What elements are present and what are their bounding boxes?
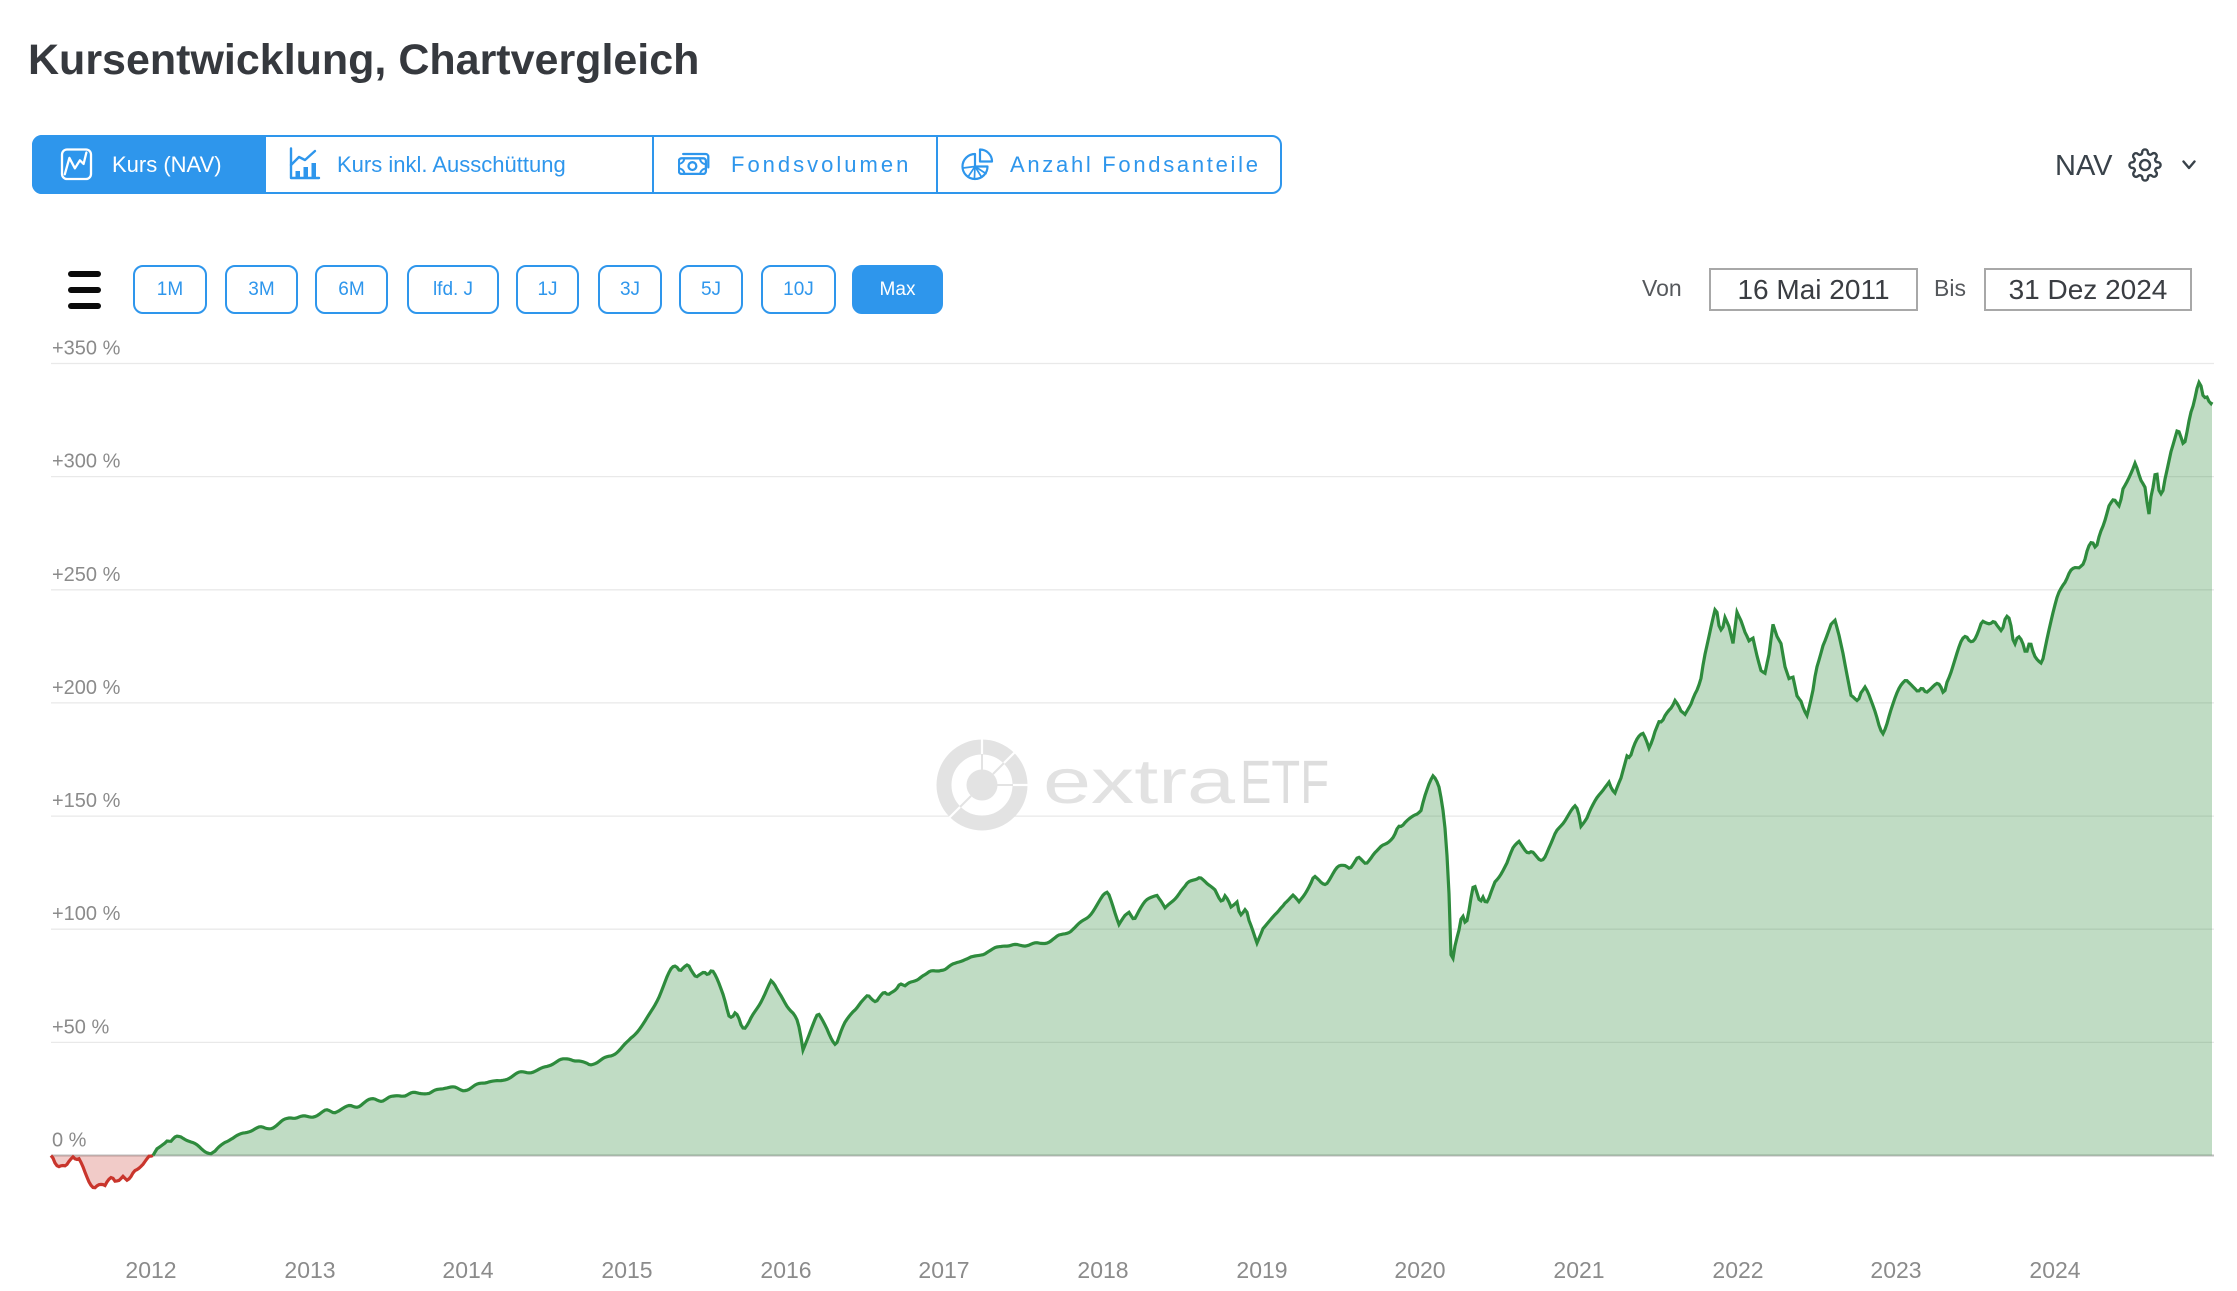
svg-text:ETF: ETF (1240, 748, 1329, 816)
svg-text:2023: 2023 (1870, 1257, 1921, 1283)
svg-text:+100 %: +100 % (52, 903, 121, 925)
svg-text:+50 %: +50 % (52, 1016, 109, 1038)
svg-text:+250 %: +250 % (52, 564, 121, 586)
svg-text:2019: 2019 (1236, 1257, 1287, 1283)
svg-text:2016: 2016 (760, 1257, 811, 1283)
svg-text:extra: extra (1043, 747, 1236, 817)
svg-text:+150 %: +150 % (52, 790, 121, 812)
svg-text:2015: 2015 (601, 1257, 652, 1283)
svg-text:2020: 2020 (1394, 1257, 1445, 1283)
svg-text:0 %: 0 % (52, 1130, 87, 1152)
svg-text:2012: 2012 (125, 1257, 176, 1283)
svg-text:2022: 2022 (1712, 1257, 1763, 1283)
svg-text:+300 %: +300 % (52, 451, 121, 473)
svg-text:+200 %: +200 % (52, 677, 121, 699)
svg-text:2021: 2021 (1553, 1257, 1604, 1283)
svg-text:2013: 2013 (284, 1257, 335, 1283)
svg-text:2017: 2017 (918, 1257, 969, 1283)
svg-text:2024: 2024 (2029, 1257, 2080, 1283)
svg-text:2018: 2018 (1077, 1257, 1128, 1283)
svg-text:+350 %: +350 % (52, 338, 121, 360)
svg-text:2014: 2014 (442, 1257, 493, 1283)
